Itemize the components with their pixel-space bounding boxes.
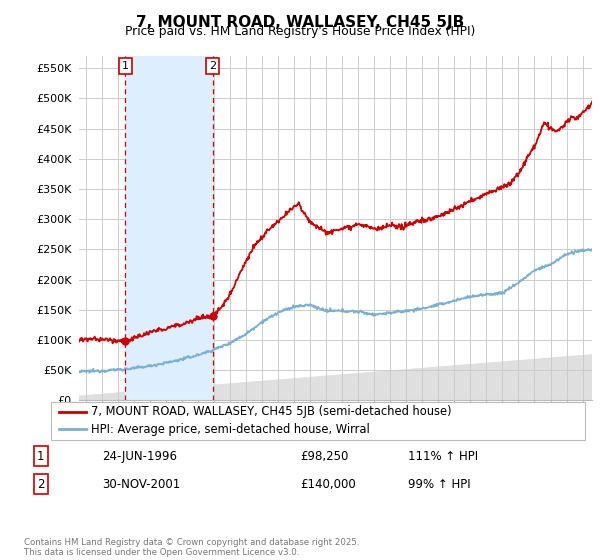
- Text: 7, MOUNT ROAD, WALLASEY, CH45 5JB: 7, MOUNT ROAD, WALLASEY, CH45 5JB: [136, 15, 464, 30]
- Bar: [125, 56, 212, 400]
- Text: 99% ↑ HPI: 99% ↑ HPI: [408, 478, 470, 491]
- Text: Contains HM Land Registry data © Crown copyright and database right 2025.
This d: Contains HM Land Registry data © Crown c…: [24, 538, 359, 557]
- Text: 30-NOV-2001: 30-NOV-2001: [102, 478, 180, 491]
- Text: 1: 1: [37, 450, 44, 463]
- Text: 7, MOUNT ROAD, WALLASEY, CH45 5JB (semi-detached house): 7, MOUNT ROAD, WALLASEY, CH45 5JB (semi-…: [91, 405, 452, 418]
- Text: 1: 1: [122, 61, 129, 71]
- FancyBboxPatch shape: [51, 402, 585, 440]
- Text: 2: 2: [209, 61, 216, 71]
- Text: Price paid vs. HM Land Registry's House Price Index (HPI): Price paid vs. HM Land Registry's House …: [125, 25, 475, 38]
- Text: £140,000: £140,000: [300, 478, 356, 491]
- Text: 24-JUN-1996: 24-JUN-1996: [102, 450, 177, 463]
- Text: 2: 2: [37, 478, 44, 491]
- Text: HPI: Average price, semi-detached house, Wirral: HPI: Average price, semi-detached house,…: [91, 423, 370, 436]
- Text: £98,250: £98,250: [300, 450, 349, 463]
- Text: 111% ↑ HPI: 111% ↑ HPI: [408, 450, 478, 463]
